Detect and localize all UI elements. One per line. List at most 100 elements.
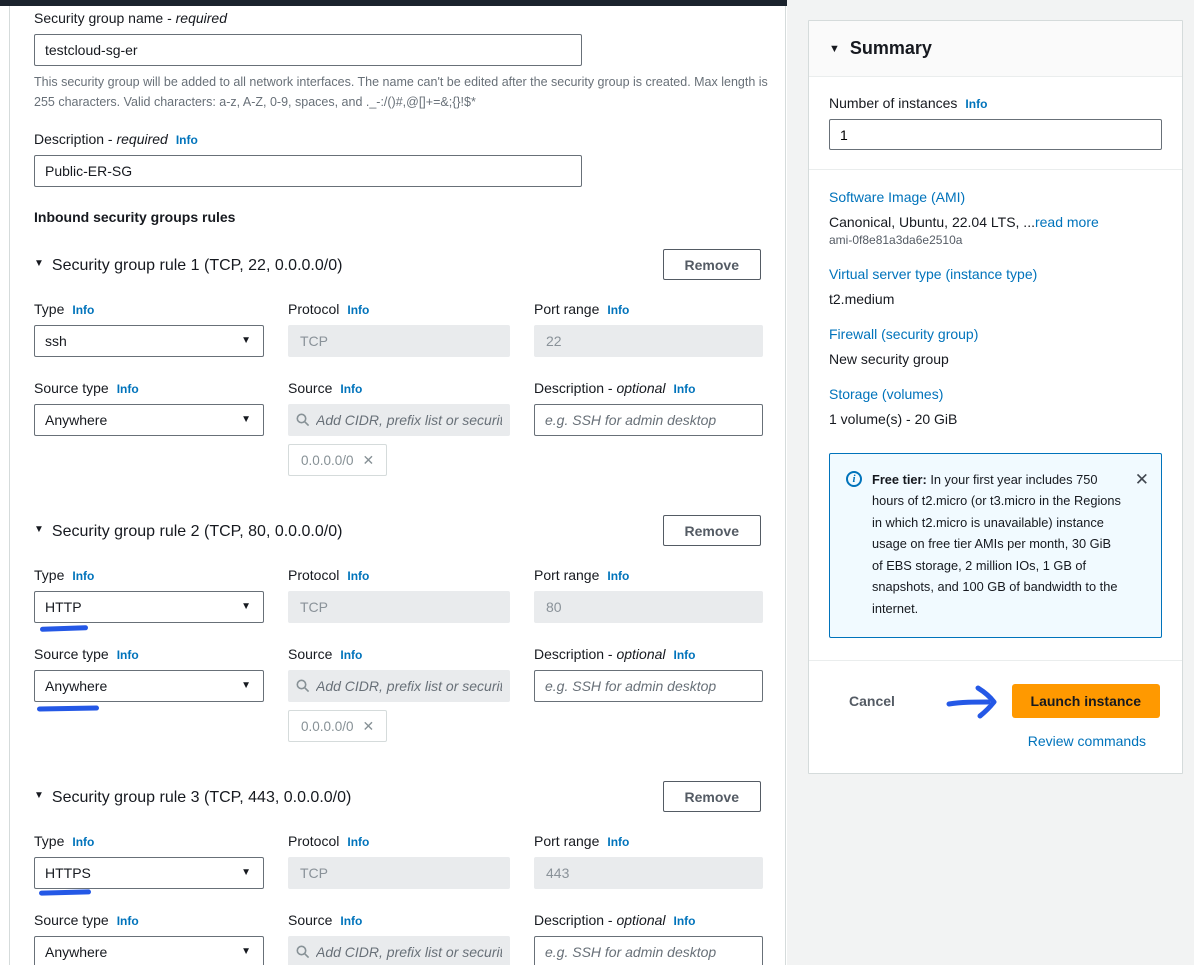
rule-3-type-select[interactable]: HTTPS ▼: [34, 857, 264, 895]
rule-1-source-input[interactable]: [316, 412, 502, 428]
rule-2-source-search[interactable]: [288, 670, 510, 702]
rule-2-port-field: Port range Info 80: [534, 567, 763, 623]
rule-1-type-select[interactable]: ssh ▼: [34, 325, 264, 357]
rule-2-source-tag: 0.0.0.0/0 ✕: [288, 710, 388, 742]
storage-link[interactable]: Storage (volumes): [829, 386, 944, 402]
info-link[interactable]: Info: [607, 569, 630, 583]
software-image-link[interactable]: Software Image (AMI): [829, 189, 966, 205]
info-link[interactable]: Info: [340, 382, 363, 396]
rule-1-remove-button[interactable]: Remove: [662, 249, 761, 280]
info-link[interactable]: Info: [175, 133, 198, 147]
review-commands-link[interactable]: Review commands: [1027, 733, 1146, 750]
rule-description-label-text: Description -: [534, 646, 617, 662]
security-group-name-label-text: Security group name -: [34, 10, 176, 26]
ami-id: ami-0f8e81a3da6e2510a: [829, 233, 963, 247]
rule-3-title-text: Security group rule 3 (TCP, 443, 0.0.0.0…: [51, 789, 352, 806]
rule-description-label: Description - optional Info: [534, 380, 763, 396]
source-label: Source Info: [288, 380, 510, 396]
info-link[interactable]: Info: [340, 914, 363, 928]
rule-2-source-tag-text: 0.0.0.0/0: [301, 718, 354, 734]
read-more-link[interactable]: read more: [1034, 214, 1099, 230]
rule-2-source-type-select[interactable]: Anywhere ▼: [34, 670, 264, 711]
rule-2-title[interactable]: ▼ Security group rule 2 (TCP, 80, 0.0.0.0…: [34, 515, 342, 541]
virtual-server-type-link[interactable]: Virtual server type (instance type): [829, 266, 1038, 282]
info-link[interactable]: Info: [673, 914, 696, 928]
info-link[interactable]: Info: [116, 382, 139, 396]
info-link[interactable]: Info: [72, 569, 95, 583]
info-link[interactable]: Info: [347, 569, 370, 583]
rule-3-source-input[interactable]: [316, 944, 502, 960]
info-link[interactable]: Info: [347, 303, 370, 317]
rule-1-title[interactable]: ▼ Security group rule 1 (TCP, 22, 0.0.0.0…: [34, 249, 342, 275]
rule-1-source-field: Source Info 0.0.0.0/0 ✕: [288, 380, 510, 476]
firewall-link[interactable]: Firewall (security group): [829, 326, 979, 342]
info-link[interactable]: Info: [673, 382, 696, 396]
info-link[interactable]: Info: [340, 648, 363, 662]
description-label-text: Description -: [34, 131, 117, 147]
info-link[interactable]: Info: [965, 97, 988, 111]
rule-1-source-search[interactable]: [288, 404, 510, 436]
search-icon: [296, 679, 310, 693]
info-link[interactable]: Info: [116, 914, 139, 928]
rule-3-source-type-select[interactable]: Anywhere ▼: [34, 936, 264, 965]
remove-tag-icon[interactable]: ✕: [362, 717, 375, 734]
close-icon[interactable]: ✕: [1134, 470, 1149, 489]
annotation-underline: [39, 624, 89, 631]
search-icon: [296, 413, 310, 427]
ami-section: Software Image (AMI) Canonical, Ubuntu, …: [829, 189, 1162, 247]
info-circle-icon: i: [846, 471, 862, 487]
rule-2-type-select[interactable]: HTTP ▼: [34, 591, 264, 631]
firewall-value: New security group: [829, 351, 949, 367]
type-label: Type Info: [34, 301, 264, 317]
source-type-label: Source type Info: [34, 912, 264, 928]
remove-tag-icon[interactable]: ✕: [362, 451, 375, 468]
cancel-button[interactable]: Cancel: [849, 693, 895, 710]
info-link[interactable]: Info: [607, 303, 630, 317]
collapse-caret-icon: ▼: [34, 790, 44, 801]
info-link[interactable]: Info: [116, 648, 139, 662]
rule-2-port-value: 80: [534, 591, 763, 623]
security-group-name-input[interactable]: [34, 34, 582, 66]
rule-3-remove-button[interactable]: Remove: [662, 781, 761, 812]
info-link[interactable]: Info: [72, 303, 95, 317]
summary-title: Summary: [849, 38, 932, 58]
summary-header[interactable]: ▼ Summary: [809, 21, 1182, 77]
security-group-rule-2: ▼ Security group rule 2 (TCP, 80, 0.0.0.0…: [34, 515, 763, 742]
rule-3-port-field: Port range Info 443: [534, 833, 763, 889]
info-link[interactable]: Info: [607, 835, 630, 849]
rule-1-description-input[interactable]: [534, 404, 763, 436]
rule-2-protocol-field: Protocol Info TCP: [288, 567, 510, 623]
top-divider-bar: [0, 0, 787, 6]
protocol-label: Protocol Info: [288, 567, 510, 583]
collapse-caret-icon: ▼: [829, 43, 840, 55]
rule-2-source-input[interactable]: [316, 678, 502, 694]
security-group-name-label: Security group name - required: [34, 10, 761, 26]
rule-3-source-search[interactable]: [288, 936, 510, 965]
rule-3-port-value: 443: [534, 857, 763, 889]
collapse-caret-icon: ▼: [34, 524, 44, 535]
info-link[interactable]: Info: [72, 835, 95, 849]
summary-panel: ▼ Summary Number of instances Info Softwar…: [808, 20, 1183, 775]
rule-1-source-type-select[interactable]: Anywhere ▼: [34, 404, 264, 436]
rule-1-source-type-value: Anywhere: [45, 412, 108, 428]
protocol-label: Protocol Info: [288, 301, 510, 317]
description-input[interactable]: [34, 155, 582, 187]
info-link[interactable]: Info: [347, 835, 370, 849]
number-of-instances-input[interactable]: [829, 119, 1162, 150]
source-type-label: Source type Info: [34, 380, 264, 396]
rule-description-label-text: Description -: [534, 912, 617, 928]
source-label-text: Source: [288, 380, 333, 396]
launch-instance-button[interactable]: Launch instance: [1011, 684, 1160, 719]
source-label-text: Source: [288, 646, 333, 662]
rule-description-label-text: Description -: [534, 380, 617, 396]
rule-3-description-input[interactable]: [534, 936, 763, 965]
rule-2-remove-button[interactable]: Remove: [662, 515, 761, 546]
info-link[interactable]: Info: [673, 648, 696, 662]
rule-3-title[interactable]: ▼ Security group rule 3 (TCP, 443, 0.0.0.…: [34, 781, 351, 807]
instance-type-value: t2.medium: [829, 291, 895, 307]
port-range-label-text: Port range: [534, 567, 600, 583]
description-label: Description - required Info: [34, 131, 761, 147]
type-label-text: Type: [34, 301, 65, 317]
rule-2-description-input[interactable]: [534, 670, 763, 702]
